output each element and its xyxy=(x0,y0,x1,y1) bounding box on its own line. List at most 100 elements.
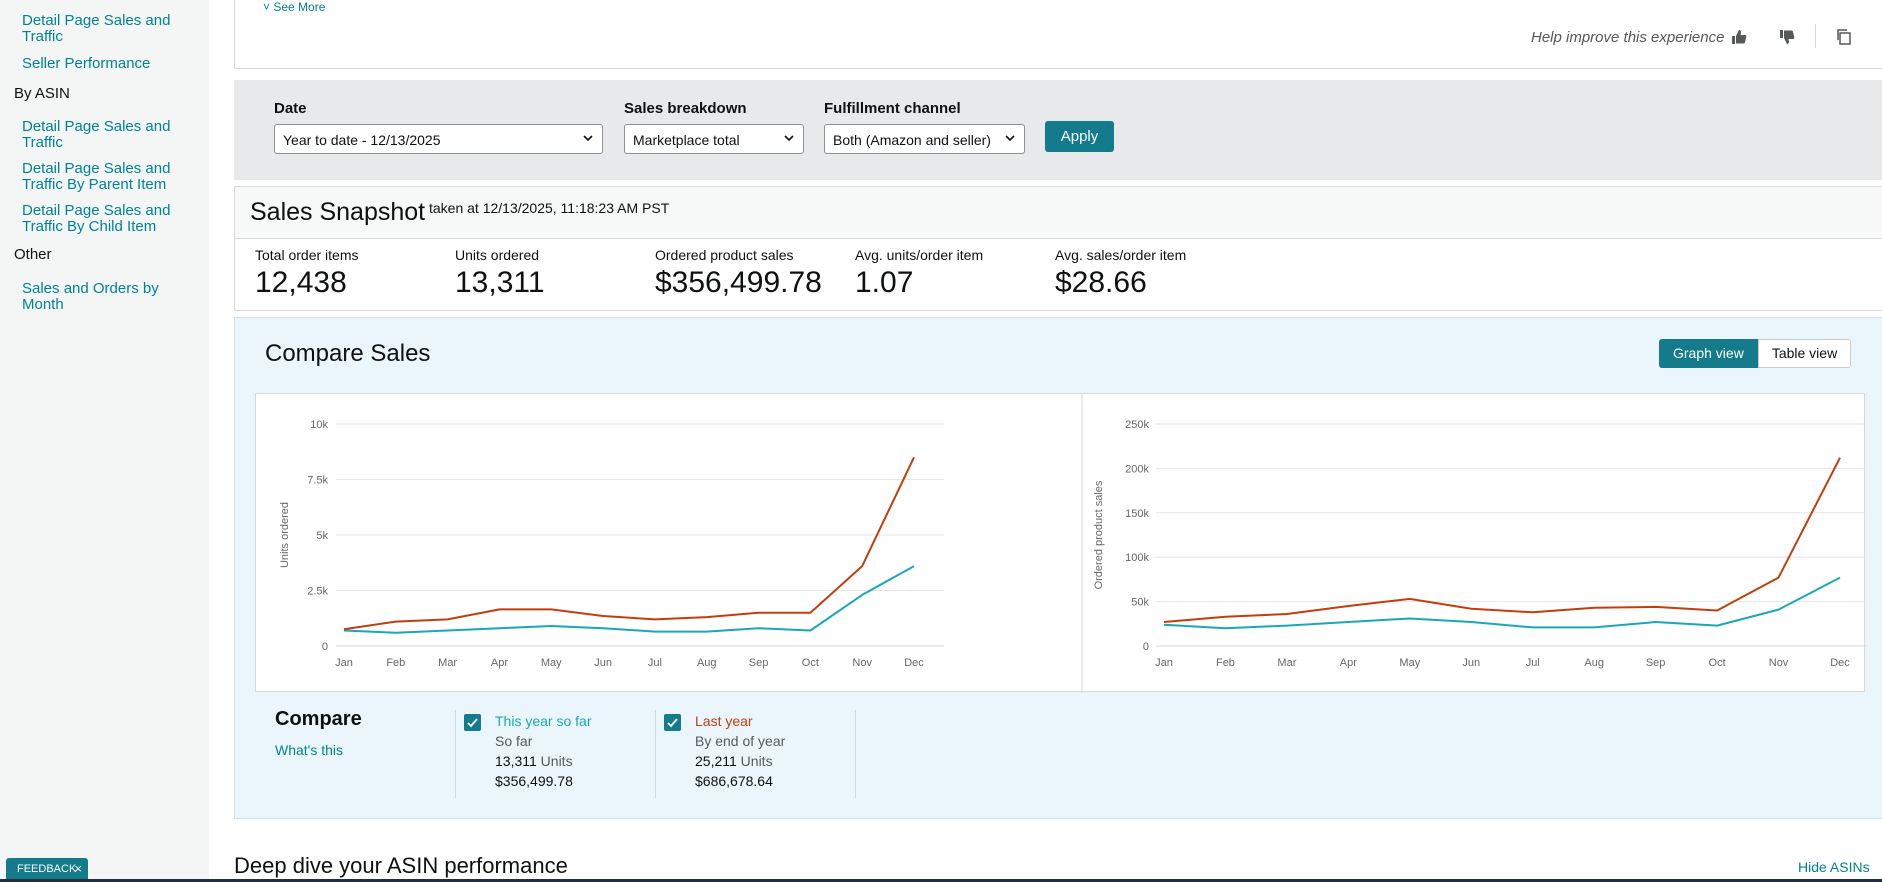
see-more-link[interactable]: ˅ See More xyxy=(263,0,326,14)
sidebar-item-detail-page-sales-traffic[interactable]: Detail Page Sales and Traffic xyxy=(22,12,171,45)
last-year-units-row: 25,211 Units xyxy=(695,751,785,771)
metric-label: Ordered product sales xyxy=(655,247,794,263)
y-axis-title: Units ordered xyxy=(279,502,291,568)
fulfillment-channel-label: Fulfillment channel xyxy=(824,100,961,117)
chevron-down-icon xyxy=(783,131,795,143)
y-tick-label: 7.5k xyxy=(307,475,328,487)
last-year-name: Last year xyxy=(695,713,753,729)
metric-units-ordered: Units ordered 13,311 xyxy=(455,247,545,300)
x-tick-label: Dec xyxy=(1830,657,1850,669)
y-tick-label: 0 xyxy=(1143,641,1149,653)
sidebar-item-seller-performance[interactable]: Seller Performance xyxy=(22,55,151,72)
chevron-down-icon xyxy=(1004,131,1016,143)
filter-bar: Date Year to date - 12/13/2025 Sales bre… xyxy=(234,80,1882,180)
x-tick-label: Apr xyxy=(491,657,508,669)
checkmark-icon xyxy=(667,718,678,728)
x-tick-label: Jun xyxy=(594,657,612,669)
copy-icon[interactable] xyxy=(1835,28,1853,46)
this-year-legend: This year so far So far 13,311 Units $35… xyxy=(495,711,591,791)
last-year-sales: $686,678.64 xyxy=(695,773,773,789)
sales-breakdown-label: Sales breakdown xyxy=(624,100,747,117)
last-year-units-label: Units xyxy=(740,753,773,769)
x-tick-label: Mar xyxy=(1277,657,1296,669)
this-year-checkbox[interactable] xyxy=(464,714,481,731)
compare-legend-title: Compare xyxy=(275,708,362,730)
date-select-value: Year to date - 12/13/2025 xyxy=(283,132,441,148)
x-tick-label: Apr xyxy=(1340,657,1357,669)
y-tick-label: 10k xyxy=(310,419,328,431)
sales-snapshot: Sales Snapshot taken at 12/13/2025, 11:1… xyxy=(234,186,1882,311)
apply-button[interactable]: Apply xyxy=(1045,121,1114,152)
whats-this-link[interactable]: What's this xyxy=(275,742,344,758)
x-tick-label: Dec xyxy=(904,657,924,669)
series-line-this-year xyxy=(343,565,915,634)
this-year-units-row: 13,311 Units xyxy=(495,751,591,771)
sidebar-item-asin-detail-page-sales-traffic[interactable]: Detail Page Sales and Traffic xyxy=(22,118,171,151)
deep-dive-heading: Deep dive your ASIN performance xyxy=(234,853,568,878)
report-info-card: ˅ See More Help improve this experience xyxy=(234,0,1882,69)
y-tick-label: 250k xyxy=(1125,419,1149,431)
legend-divider xyxy=(655,710,656,798)
x-tick-label: Aug xyxy=(1584,657,1604,669)
last-year-units: 25,211 xyxy=(695,753,737,769)
sidebar-item-traffic-by-parent[interactable]: Detail Page Sales and Traffic By Parent … xyxy=(22,160,171,193)
thumbs-up-icon[interactable] xyxy=(1730,28,1748,46)
sidebar-item-traffic-by-child[interactable]: Detail Page Sales and Traffic By Child I… xyxy=(22,202,171,235)
fulfillment-channel-value: Both (Amazon and seller) xyxy=(833,132,991,148)
graph-view-button[interactable]: Graph view xyxy=(1659,339,1758,368)
metric-label: Units ordered xyxy=(455,247,540,263)
close-icon[interactable]: × xyxy=(74,861,82,876)
x-tick-label: Mar xyxy=(438,657,457,669)
feedback-button[interactable]: FEEDBACK × xyxy=(6,858,88,880)
compare-sales-title: Compare Sales xyxy=(265,340,431,367)
series-line-last-year xyxy=(343,456,915,631)
x-tick-label: Jan xyxy=(1155,657,1173,669)
this-year-units: 13,311 xyxy=(495,753,537,769)
chevron-down-icon xyxy=(582,131,594,143)
x-tick-label: Feb xyxy=(386,657,405,669)
sidebar: Detail Page Sales and Traffic Seller Per… xyxy=(0,0,209,882)
metric-value: $356,499.78 xyxy=(655,266,822,299)
snapshot-header: Sales Snapshot taken at 12/13/2025, 11:1… xyxy=(235,187,1882,239)
y-tick-label: 200k xyxy=(1125,463,1149,475)
hide-asins-link[interactable]: Hide ASINs xyxy=(1798,859,1870,875)
y-axis-title: Ordered product sales xyxy=(1093,480,1105,589)
metric-avg-sales-order-item: Avg. sales/order item $28.66 xyxy=(1055,247,1186,300)
compare-sales-panel: Compare Sales Graph view Table view 0 2.5… xyxy=(234,317,1882,819)
last-year-legend: Last year By end of year 25,211 Units $6… xyxy=(695,711,785,791)
this-year-units-label: Units xyxy=(540,753,573,769)
metric-value: 12,438 xyxy=(255,266,347,299)
x-tick-label: Jun xyxy=(1462,657,1480,669)
sidebar-item-sales-orders-by-month[interactable]: Sales and Orders by Month xyxy=(22,280,159,313)
x-tick-label: Jul xyxy=(1526,657,1540,669)
metric-value: 13,311 xyxy=(455,266,545,299)
x-tick-label: Oct xyxy=(802,657,819,669)
x-tick-label: Aug xyxy=(697,657,717,669)
date-label: Date xyxy=(274,100,307,117)
checkmark-icon xyxy=(467,718,478,728)
metric-label: Avg. sales/order item xyxy=(1055,247,1187,263)
snapshot-timestamp: taken at 12/13/2025, 11:18:23 AM PST xyxy=(429,200,670,216)
snapshot-title: Sales Snapshot xyxy=(250,198,426,226)
y-tick-label: 2.5k xyxy=(307,586,328,598)
metric-label: Avg. units/order item xyxy=(855,247,984,263)
y-tick-label: 5k xyxy=(316,530,328,542)
metric-total-order-items: Total order items 12,438 xyxy=(255,247,358,300)
divider xyxy=(1815,24,1816,48)
date-select[interactable]: Year to date - 12/13/2025 xyxy=(274,124,603,154)
x-tick-label: Nov xyxy=(1769,657,1789,669)
last-year-checkbox[interactable] xyxy=(664,714,681,731)
sales-breakdown-select[interactable]: Marketplace total xyxy=(624,124,804,154)
x-tick-label: Nov xyxy=(852,657,872,669)
x-tick-label: Oct xyxy=(1709,657,1726,669)
fulfillment-channel-select[interactable]: Both (Amazon and seller) xyxy=(824,124,1025,154)
y-tick-label: 50k xyxy=(1131,597,1149,609)
x-tick-label: Sep xyxy=(1646,657,1666,669)
charts-container: 0 2.5k 5k 7.5k 10k Jan Feb Mar Apr May Jun Jul Aug Se… xyxy=(255,393,1866,693)
thumbs-down-icon[interactable] xyxy=(1778,28,1796,46)
this-year-sub: So far xyxy=(495,733,533,749)
this-year-sales: $356,499.78 xyxy=(495,773,573,789)
x-tick-label: Sep xyxy=(749,657,769,669)
table-view-button[interactable]: Table view xyxy=(1757,339,1852,368)
x-tick-label: Jan xyxy=(335,657,353,669)
